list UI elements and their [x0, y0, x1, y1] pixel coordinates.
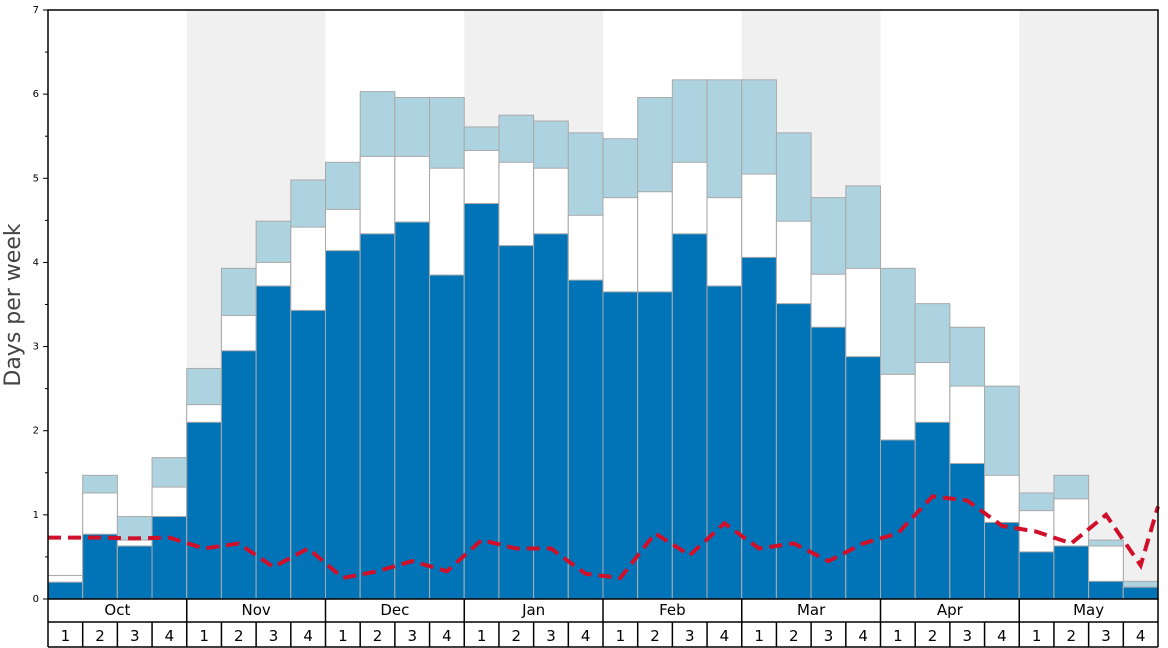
- week-label: 2: [373, 627, 383, 645]
- week-label: 3: [1101, 627, 1111, 645]
- week-label: 3: [962, 627, 972, 645]
- x-axis-labels: Oct Nov Dec Jan Feb Mar Apr May 1 2 3 4 1 2 3 4 1 2 3 4 1 2 3 4…: [47, 599, 1159, 648]
- bar-dark-blue: [1018, 551, 1055, 600]
- week-label: 2: [650, 627, 660, 645]
- week-label: 1: [1032, 627, 1042, 645]
- week-label: 2: [234, 627, 244, 645]
- bar-dark-blue: [220, 350, 257, 600]
- bar-dark-blue: [706, 285, 743, 600]
- week-label: 4: [720, 627, 730, 645]
- y-tick-label: 4: [33, 257, 39, 268]
- y-tick-label: 2: [33, 426, 39, 437]
- bar-dark-blue: [810, 326, 847, 600]
- y-tick-label: 5: [33, 173, 39, 184]
- week-label: 2: [95, 627, 105, 645]
- week-label: 4: [1136, 627, 1146, 645]
- week-label: 4: [858, 627, 868, 645]
- week-label: 1: [616, 627, 626, 645]
- y-tick-label: 1: [33, 510, 39, 521]
- month-label: Nov: [241, 601, 270, 619]
- dashed-series-line: [48, 494, 1160, 581]
- dashed-line-layer: [48, 494, 1160, 581]
- bar-dark-blue: [775, 303, 812, 600]
- week-label: 3: [130, 627, 140, 645]
- week-label: 2: [789, 627, 799, 645]
- bar-dark-blue: [429, 274, 465, 600]
- bar-dark-blue: [186, 421, 222, 600]
- bar-dark-blue: [949, 463, 986, 600]
- bar-dark-blue: [567, 279, 604, 600]
- month-label: Feb: [659, 601, 686, 619]
- week-label: 2: [1067, 627, 1077, 645]
- bar-dark-blue: [116, 545, 153, 600]
- month-label: Apr: [937, 601, 964, 619]
- bar-dark-blue: [984, 521, 1020, 600]
- bar-dark-blue: [880, 439, 916, 600]
- week-label: 3: [546, 627, 556, 645]
- bar-dark-blue: [325, 250, 361, 600]
- y-tick-label: 3: [33, 342, 39, 353]
- week-label: 4: [165, 627, 175, 645]
- bar-dark-blue: [533, 233, 569, 600]
- month-label: Mar: [797, 601, 826, 619]
- bar-dark-blue: [1053, 545, 1090, 600]
- week-label: 4: [581, 627, 591, 645]
- week-label: 2: [512, 627, 522, 645]
- week-label: 4: [997, 627, 1007, 645]
- bar-dark-blue: [463, 203, 500, 600]
- month-label: May: [1073, 601, 1104, 619]
- bar-dark-blue: [151, 516, 188, 600]
- week-label: 1: [477, 627, 487, 645]
- week-label: 3: [269, 627, 279, 645]
- y-tick-label: 0: [33, 594, 39, 605]
- week-label: 1: [338, 627, 348, 645]
- bar-dark-blue: [394, 221, 431, 600]
- bar-dark-blue: [359, 233, 396, 600]
- week-label: 1: [754, 627, 764, 645]
- week-label: 1: [893, 627, 903, 645]
- bar-dark-blue: [498, 245, 535, 600]
- bar-dark-blue: [1088, 580, 1124, 600]
- bar-dark-blue: [255, 285, 292, 600]
- week-label: 1: [199, 627, 209, 645]
- bar-dark-blue: [47, 581, 84, 600]
- week-label: 3: [407, 627, 417, 645]
- month-label: Dec: [380, 601, 409, 619]
- bar-dark-blue: [1122, 586, 1159, 600]
- week-label: 4: [303, 627, 313, 645]
- month-label: Jan: [521, 601, 545, 619]
- bar-dark-blue: [602, 291, 639, 600]
- month-label: Oct: [104, 601, 130, 619]
- bar-dark-blue: [82, 533, 118, 600]
- week-label: 1: [61, 627, 71, 645]
- week-label: 3: [824, 627, 834, 645]
- y-tick-label: 6: [33, 89, 39, 100]
- bar-dark-blue: [845, 356, 881, 600]
- week-label: 3: [685, 627, 695, 645]
- bar-dark-blue: [637, 291, 673, 600]
- week-label: 4: [442, 627, 452, 645]
- y-axis-title: Days per week: [1, 223, 26, 386]
- y-tick-label: 7: [33, 5, 39, 16]
- bar-dark-blue: [671, 233, 708, 600]
- week-label: 2: [928, 627, 938, 645]
